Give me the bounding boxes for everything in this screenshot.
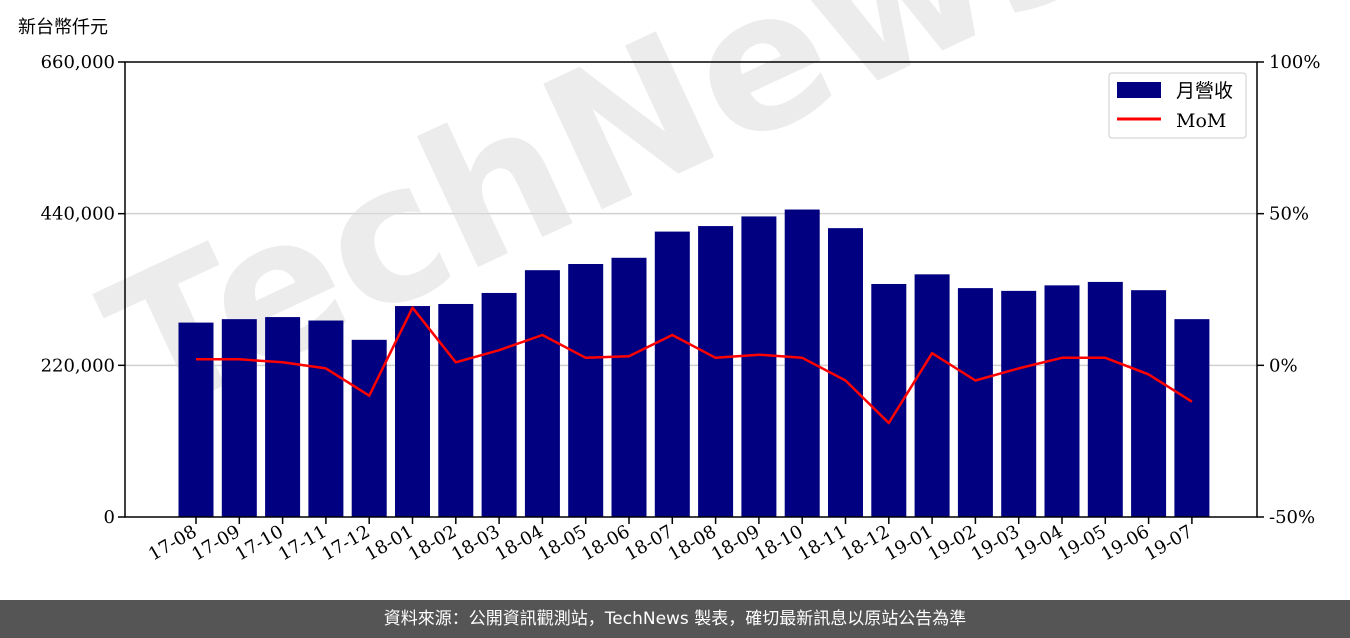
bar-17-09 bbox=[221, 319, 257, 517]
x-tick-label: 19-04 bbox=[1011, 521, 1066, 565]
y-right-tick-label: -50% bbox=[1269, 507, 1315, 528]
y-left-tick-label: 220,000 bbox=[41, 355, 115, 376]
y-right-tick-label: 0% bbox=[1269, 355, 1298, 376]
bar-19-01 bbox=[914, 274, 950, 517]
x-tick-label: 19-01 bbox=[881, 521, 936, 565]
bar-18-01 bbox=[395, 306, 430, 517]
bar-19-02 bbox=[957, 288, 993, 517]
x-tick-label: 18-10 bbox=[751, 521, 806, 565]
bar-19-05 bbox=[1087, 281, 1123, 517]
x-tick-label: 17-09 bbox=[188, 521, 243, 565]
x-tick-label: 18-06 bbox=[578, 521, 633, 565]
legend-label-revenue: 月營收 bbox=[1176, 80, 1233, 102]
mom-line bbox=[196, 306, 1193, 425]
legend-label-mom: MoM bbox=[1176, 110, 1226, 132]
x-tick-label: 19-06 bbox=[1098, 521, 1153, 565]
source-footer: 資料來源：公開資訊觀測站，TechNews 製表，確切最新訊息以原站公告為準 bbox=[0, 600, 1350, 638]
chart: TechNews 0220,000440,000660,000-50%0%50%… bbox=[18, 0, 1320, 565]
bar-18-03 bbox=[481, 292, 517, 517]
legend-bar-swatch bbox=[1117, 82, 1161, 98]
x-tick-label: 18-04 bbox=[491, 521, 546, 565]
bar-19-07 bbox=[1174, 319, 1210, 517]
y-left-tick-label: 0 bbox=[104, 507, 115, 528]
y-left-tick-label: 660,000 bbox=[41, 52, 115, 73]
bar-17-10 bbox=[265, 317, 301, 517]
bar-17-12 bbox=[351, 339, 387, 517]
x-tick-label: 19-07 bbox=[1141, 521, 1196, 565]
bar-17-11 bbox=[308, 320, 344, 517]
x-tick-label: 18-02 bbox=[405, 521, 460, 565]
plot-frame bbox=[124, 61, 1258, 518]
bar-19-04 bbox=[1044, 285, 1080, 517]
y-right-tick-label: 50% bbox=[1269, 204, 1309, 225]
x-tick-label: 17-08 bbox=[145, 521, 200, 565]
bar-18-06 bbox=[611, 257, 647, 517]
x-tick-label: 18-09 bbox=[708, 521, 763, 565]
bar-18-02 bbox=[438, 303, 474, 517]
x-tick-label: 19-03 bbox=[968, 521, 1023, 565]
bar-18-08 bbox=[698, 226, 734, 518]
x-tick-label: 18-08 bbox=[665, 521, 720, 565]
unit-label: 新台幣仟元 bbox=[18, 17, 108, 38]
bar-18-11 bbox=[828, 228, 863, 518]
bar-18-12 bbox=[871, 283, 907, 517]
bar-18-07 bbox=[654, 231, 690, 517]
x-tick-label: 17-12 bbox=[318, 521, 373, 565]
x-tick-label: 18-05 bbox=[535, 521, 590, 565]
x-tick-label: 17-11 bbox=[275, 521, 330, 565]
x-tick-label: 18-11 bbox=[795, 521, 850, 565]
x-tick-label: 19-05 bbox=[1054, 521, 1109, 565]
bar-series bbox=[178, 209, 1210, 518]
x-tick-label: 19-02 bbox=[924, 521, 979, 565]
bar-19-03 bbox=[1001, 290, 1037, 517]
bar-19-06 bbox=[1131, 290, 1167, 517]
bar-17-08 bbox=[178, 322, 214, 517]
bar-18-05 bbox=[568, 263, 604, 517]
x-tick-label: 18-01 bbox=[362, 521, 417, 565]
bar-18-04 bbox=[524, 270, 560, 517]
mom-line-series bbox=[196, 306, 1193, 425]
bar-18-09 bbox=[741, 216, 777, 517]
legend: 月營收 MoM bbox=[1108, 72, 1247, 139]
x-tick-label: 18-03 bbox=[448, 521, 503, 565]
x-tick-label: 17-10 bbox=[232, 521, 287, 565]
y-left-tick-label: 440,000 bbox=[41, 204, 115, 225]
y-right-tick-label: 100% bbox=[1269, 52, 1320, 73]
x-tick-label: 18-12 bbox=[838, 521, 893, 565]
x-tick-label: 18-07 bbox=[621, 521, 676, 565]
